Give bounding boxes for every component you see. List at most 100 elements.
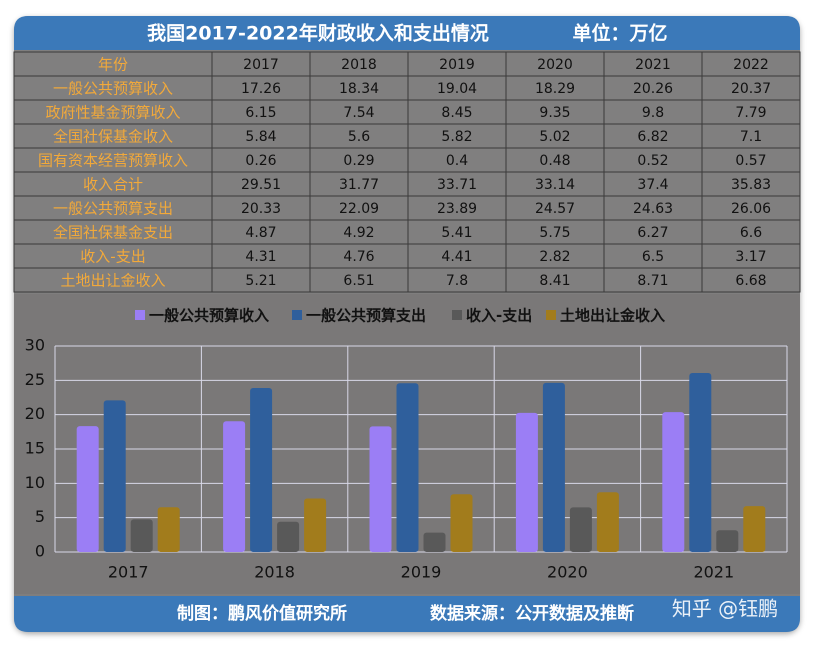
row-label: 一般公共预算收入 <box>53 80 173 98</box>
legend-label: 收入-支出 <box>466 307 532 325</box>
table-cell <box>309 99 409 125</box>
bar <box>157 507 180 552</box>
y-tick-label: 0 <box>35 542 45 561</box>
row-label: 收入合计 <box>83 176 143 194</box>
table-cell <box>701 267 801 293</box>
title: 我国2017-2022年财政收入和支出情况 <box>147 22 489 45</box>
cell-value: 0.26 <box>245 153 276 169</box>
row-label: 收入-支出 <box>80 248 145 266</box>
cell-value: 17.26 <box>241 81 281 97</box>
row-label: 国有资本经营预算收入 <box>38 152 188 170</box>
cell-value: 20.33 <box>241 201 281 217</box>
bar <box>103 400 126 552</box>
table-cell <box>603 267 703 293</box>
cell-value: 33.14 <box>535 177 575 193</box>
bar <box>423 532 446 552</box>
bar <box>662 412 685 552</box>
table-cell <box>407 99 507 125</box>
cell-value: 8.71 <box>637 273 668 289</box>
table-cell <box>13 99 213 125</box>
cell-value: 5.75 <box>539 225 570 241</box>
table-cell <box>211 195 311 221</box>
bar <box>450 494 473 552</box>
table-cell <box>505 171 605 197</box>
table-cell <box>603 219 703 245</box>
table-cell <box>13 267 213 293</box>
legend-swatch <box>546 310 556 320</box>
cell-value: 6.51 <box>343 273 374 289</box>
y-tick-label: 10 <box>25 473 45 492</box>
cell-value: 2.82 <box>539 249 570 265</box>
legend-label: 一般公共预算收入 <box>149 307 269 325</box>
bar <box>716 530 739 552</box>
bar <box>369 426 392 552</box>
footer-credit: 制图：鹏风价值研究所 <box>177 603 347 624</box>
cell-value: 4.41 <box>441 249 472 265</box>
cell-value: 4.31 <box>245 249 276 265</box>
cell-value: 26.06 <box>731 201 771 217</box>
x-tick-label: 2019 <box>401 563 442 582</box>
table-cell <box>407 75 507 101</box>
x-tick-label: 2020 <box>547 563 588 582</box>
table-cell <box>13 147 213 173</box>
table-cell <box>407 147 507 173</box>
cell-value: 6.27 <box>637 225 668 241</box>
cell-value: 5.82 <box>441 129 472 145</box>
bar <box>223 421 246 552</box>
cell-value: 6.6 <box>740 225 762 241</box>
x-tick-label: 2018 <box>254 563 295 582</box>
table-cell <box>701 195 801 221</box>
bar <box>76 426 99 552</box>
legend-swatch <box>452 310 462 320</box>
table-cell <box>13 75 213 101</box>
cell-value: 0.52 <box>637 153 668 169</box>
cell-value: 24.63 <box>633 201 673 217</box>
bar <box>515 412 538 552</box>
header-bar <box>14 16 800 50</box>
cell-value: 37.4 <box>637 177 668 193</box>
cell-value: 18.34 <box>339 81 379 97</box>
y-tick-label: 15 <box>25 439 45 458</box>
cell-value: 7.1 <box>740 129 762 145</box>
table-cell <box>603 99 703 125</box>
column-header: 2022 <box>733 57 769 73</box>
table-cell <box>309 195 409 221</box>
footer-source: 数据来源：公开数据及推断 <box>430 603 634 624</box>
table-cell <box>505 99 605 125</box>
table-cell <box>13 243 213 269</box>
column-header: 2021 <box>635 57 671 73</box>
table-cell <box>407 195 507 221</box>
row-label: 土地出让金收入 <box>60 272 165 290</box>
table-cell <box>505 123 605 149</box>
cell-value: 35.83 <box>731 177 771 193</box>
cell-value: 5.21 <box>245 273 276 289</box>
watermark: 知乎 @钰鹏 <box>672 597 778 621</box>
table-cell <box>701 147 801 173</box>
bar <box>130 519 153 552</box>
y-tick-label: 5 <box>35 507 45 526</box>
cell-value: 6.5 <box>642 249 664 265</box>
cell-value: 7.54 <box>343 105 374 121</box>
legend-swatch <box>292 310 302 320</box>
table-cell <box>211 123 311 149</box>
x-tick-label: 2021 <box>693 563 734 582</box>
table-cell <box>701 51 801 77</box>
y-tick-label: 20 <box>25 404 45 423</box>
row-label: 全国社保基金收入 <box>53 128 173 146</box>
cell-value: 0.57 <box>735 153 766 169</box>
legend-label: 一般公共预算支出 <box>306 307 426 325</box>
table-cell <box>701 99 801 125</box>
cell-value: 29.51 <box>241 177 281 193</box>
footer-bar <box>14 596 800 632</box>
cell-value: 5.84 <box>245 129 276 145</box>
y-tick-label: 30 <box>25 336 45 355</box>
cell-value: 7.79 <box>735 105 766 121</box>
table-cell <box>603 123 703 149</box>
bar <box>304 498 327 552</box>
column-header: 2017 <box>243 57 279 73</box>
table-cell <box>701 75 801 101</box>
column-header: 2019 <box>439 57 475 73</box>
bar <box>277 521 300 552</box>
